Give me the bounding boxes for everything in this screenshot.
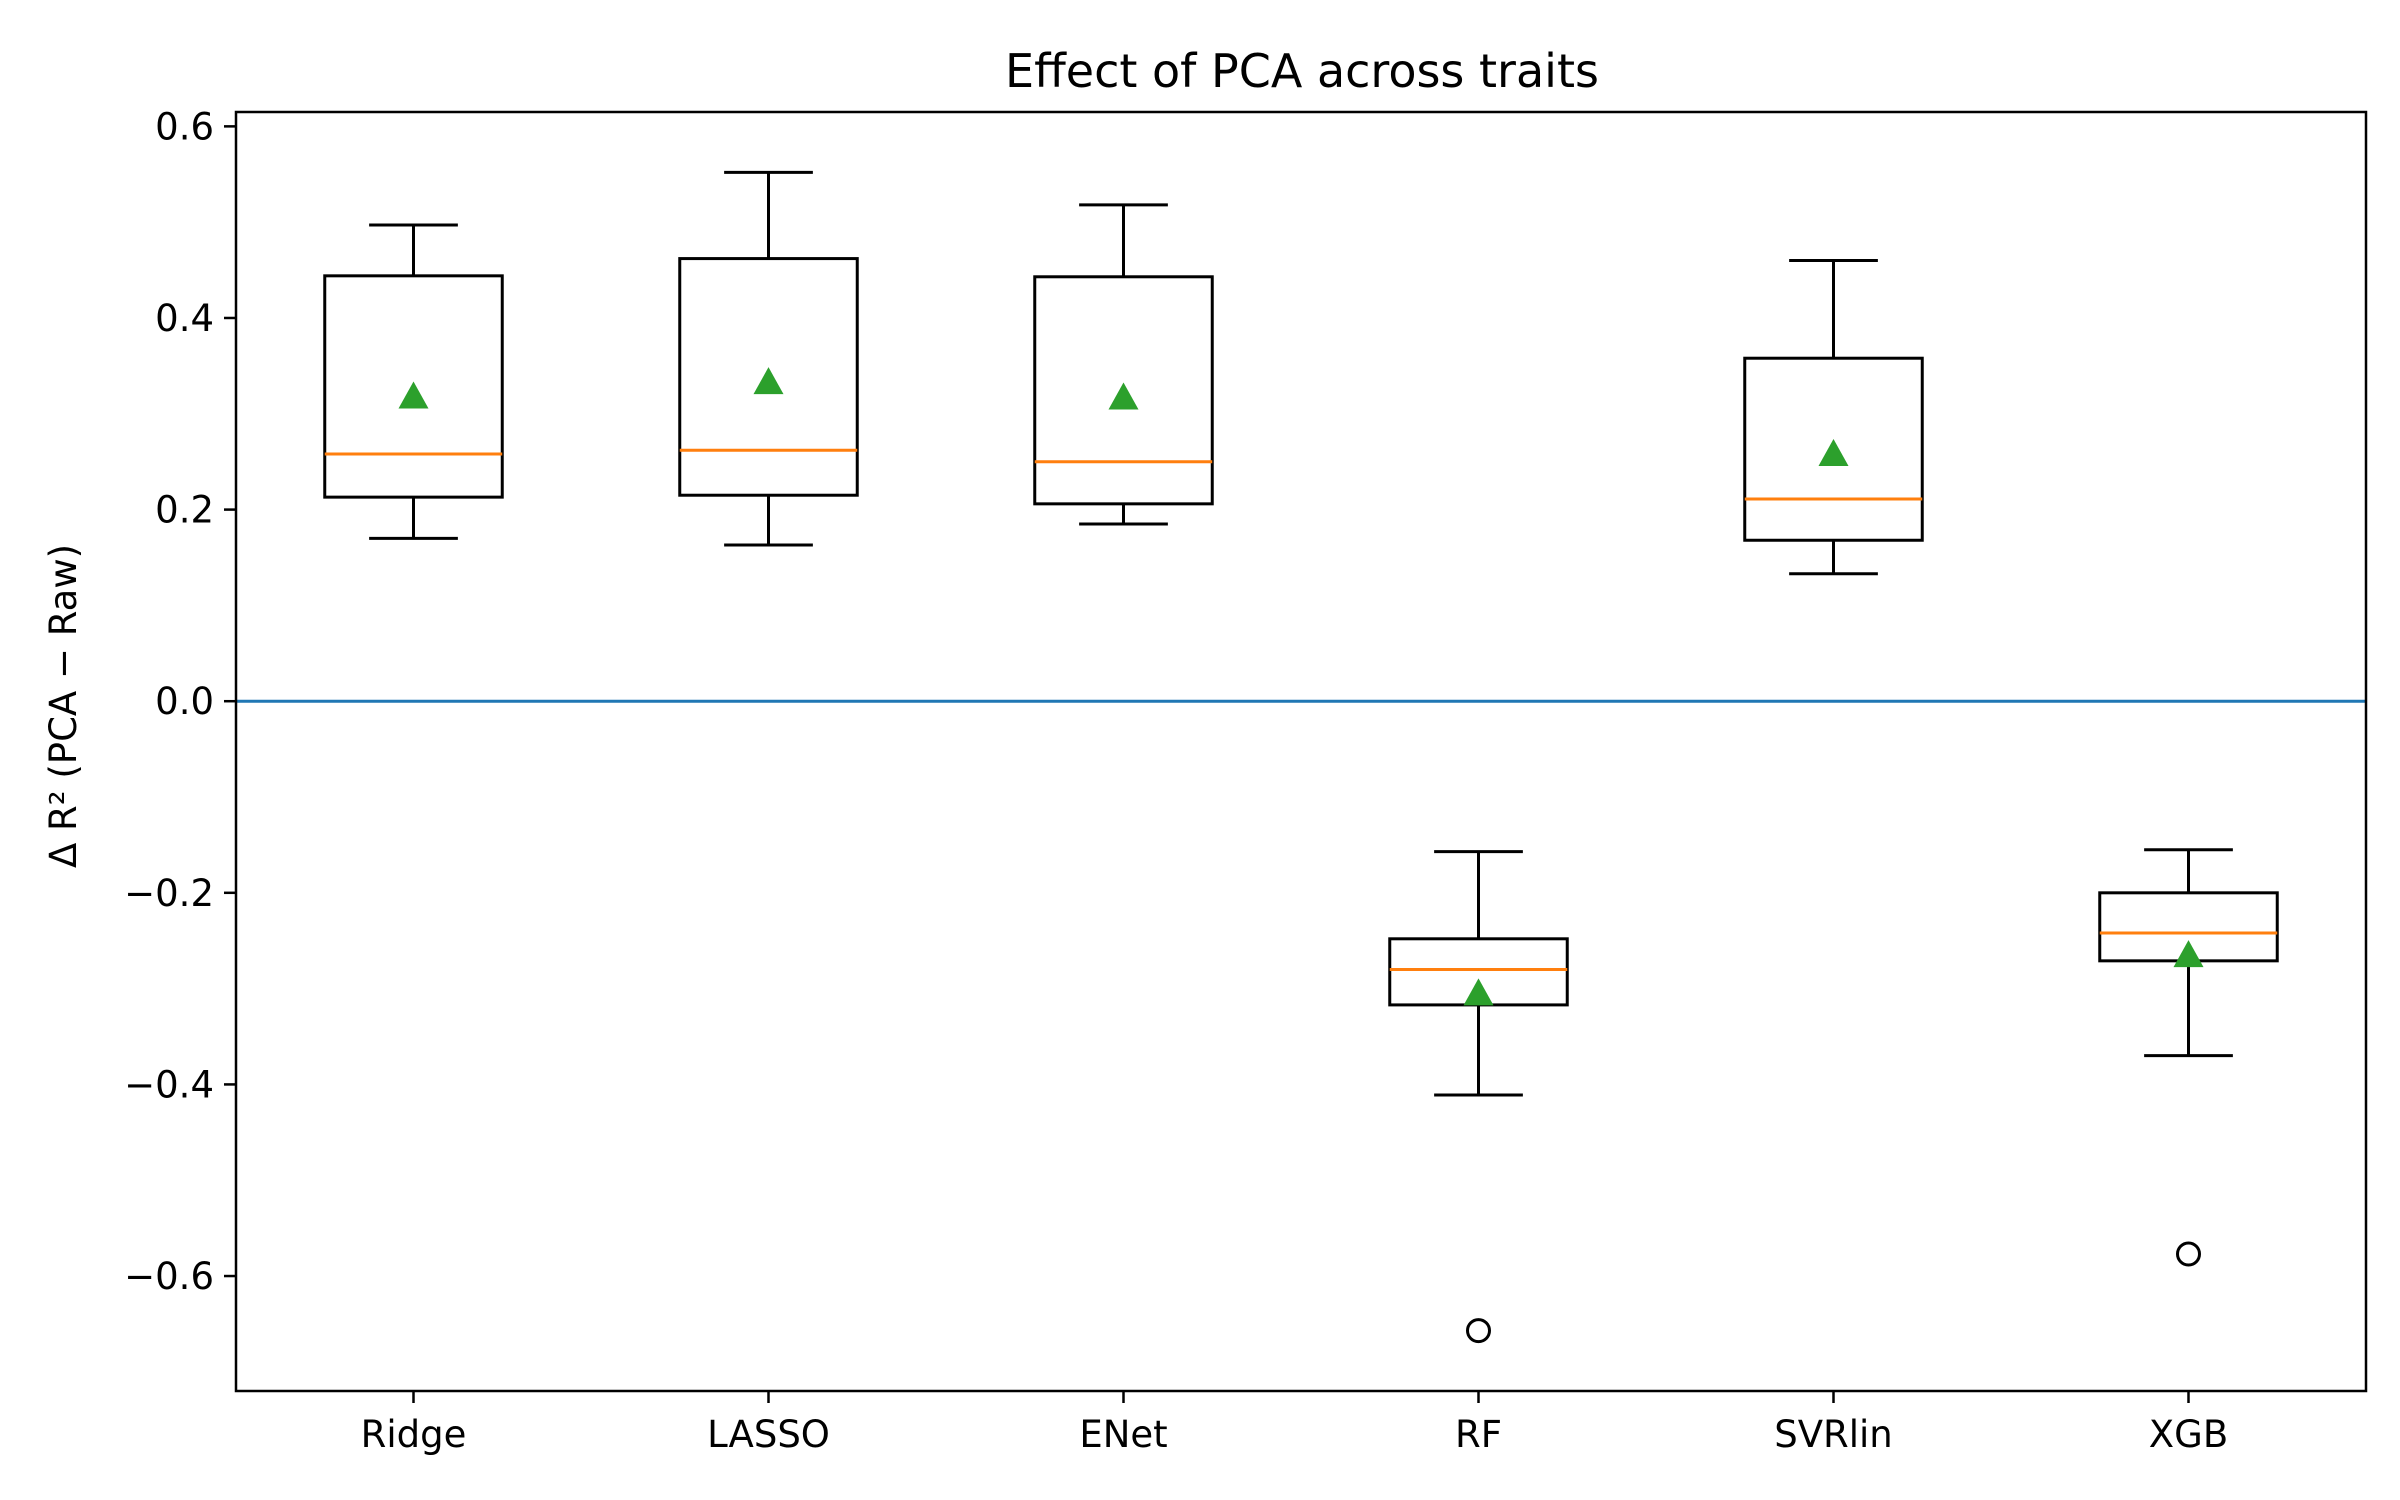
y-axis-label: Δ R² (PCA − Raw) [42,544,85,868]
y-tick-label: 0.4 [155,297,214,340]
y-tick-label: 0.0 [155,680,214,723]
outlier-point [1466,1318,1491,1344]
chart-title: Effect of PCA across traits [1005,44,1599,98]
outlier-point [2176,1241,2201,1267]
mean-marker [398,381,429,409]
box-svrlin [1743,356,1924,542]
x-tick-label: SVRlin [1774,1413,1893,1456]
mean-marker [753,367,784,395]
axes-frame [234,110,2368,1393]
y-tick-label: 0.2 [155,489,214,532]
mean-marker [1108,382,1139,410]
x-tick-label: LASSO [707,1413,830,1456]
mean-marker [1818,439,1849,467]
box-lasso [678,257,859,497]
x-tick-label: Ridge [361,1413,467,1456]
y-tick-label: −0.2 [124,872,214,915]
mean-marker [1463,978,1494,1006]
y-tick-label: −0.4 [124,1063,214,1106]
x-tick-label: ENet [1079,1413,1167,1456]
plot-area: −0.6 −0.4 −0.2 0.0 0.2 0.4 0.6 Ridge LASSO ENet RF… [124,105,2368,1456]
x-tick-label: XGB [2149,1413,2228,1456]
x-tick-label: RF [1455,1413,1502,1456]
box-enet [1033,275,1214,506]
mean-marker [2173,940,2204,968]
y-tick-label: −0.6 [124,1255,214,1298]
box-ridge [323,274,504,499]
y-tick-label: 0.6 [155,105,214,148]
